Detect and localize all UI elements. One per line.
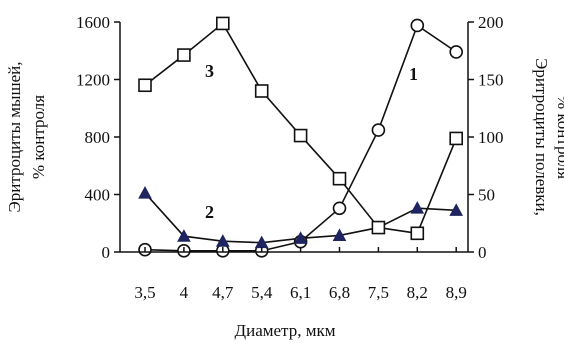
y-ticks-right: 0 50 100 150 200	[468, 13, 504, 262]
series-1-point	[371, 123, 386, 137]
series-label-3: 3	[205, 61, 214, 81]
series-3-point	[449, 131, 464, 146]
x-tick-label: 5,4	[251, 283, 273, 302]
x-tick-label: 4,7	[212, 283, 234, 302]
y-right-tick-label: 0	[478, 243, 487, 262]
y-left-tick-label: 1200	[76, 71, 110, 90]
y-right-tick-label: 200	[478, 13, 504, 32]
y-left-tick-label: 0	[102, 243, 111, 262]
y-axis-right-label-line2: % контроля	[554, 95, 564, 179]
x-tick-label: 4	[180, 283, 189, 302]
series-label-1: 1	[409, 64, 418, 84]
y-right-tick-label: 50	[478, 186, 495, 205]
y-axis-right-label-line1: Эритроциты полевки,	[532, 58, 551, 216]
y-axis-left-label: Эритроциты мышей, % контроля	[5, 62, 48, 213]
x-tick-label: 6,1	[290, 283, 311, 302]
series-2-point	[410, 201, 425, 214]
series-3-point	[371, 220, 386, 235]
y-axis-right-label: Эритроциты полевки, % контроля	[532, 58, 564, 216]
y-left-tick-label: 800	[85, 128, 111, 147]
x-tick-label: 7,5	[368, 283, 389, 302]
y-right-tick-label: 100	[478, 128, 504, 147]
y-ticks-left: 0 400 800 1200 1600	[76, 13, 120, 262]
series-3-point	[332, 171, 347, 186]
series-1-point	[449, 45, 464, 59]
series-3-point	[293, 128, 308, 143]
series-2-point	[177, 229, 191, 242]
x-axis-label: Диаметр, мкм	[235, 321, 336, 340]
series-2-point	[449, 203, 464, 216]
series-3-point	[216, 16, 230, 31]
x-ticks: 3,5 4 4,7 5,4 6,1 6,8 7,5 8,2 8,9	[134, 247, 467, 302]
series-label-2: 2	[205, 202, 214, 222]
x-tick-label: 8,2	[407, 283, 428, 302]
series-2-point	[332, 228, 347, 241]
y-axis-left-label-line1: Эритроциты мышей,	[5, 62, 24, 213]
y-left-tick-label: 1600	[76, 13, 110, 32]
series-2-point	[215, 234, 230, 247]
y-axis-left-label-line2: % контроля	[29, 95, 48, 179]
series-1-point	[410, 18, 425, 33]
series-3-point	[138, 78, 152, 93]
series-3-line	[144, 22, 457, 235]
series-3-point	[410, 226, 425, 241]
y-right-tick-label: 150	[478, 71, 504, 90]
series-3-point	[254, 84, 269, 98]
x-tick-label: 3,5	[134, 283, 155, 302]
series-markers	[138, 16, 464, 258]
x-tick-label: 8,9	[446, 283, 467, 302]
series-2-point	[138, 186, 152, 199]
x-tick-label: 6,8	[329, 283, 350, 302]
series-2-point	[293, 231, 308, 244]
y-left-tick-label: 400	[85, 186, 111, 205]
series-3-point	[177, 48, 191, 62]
series-1-point	[332, 201, 347, 216]
